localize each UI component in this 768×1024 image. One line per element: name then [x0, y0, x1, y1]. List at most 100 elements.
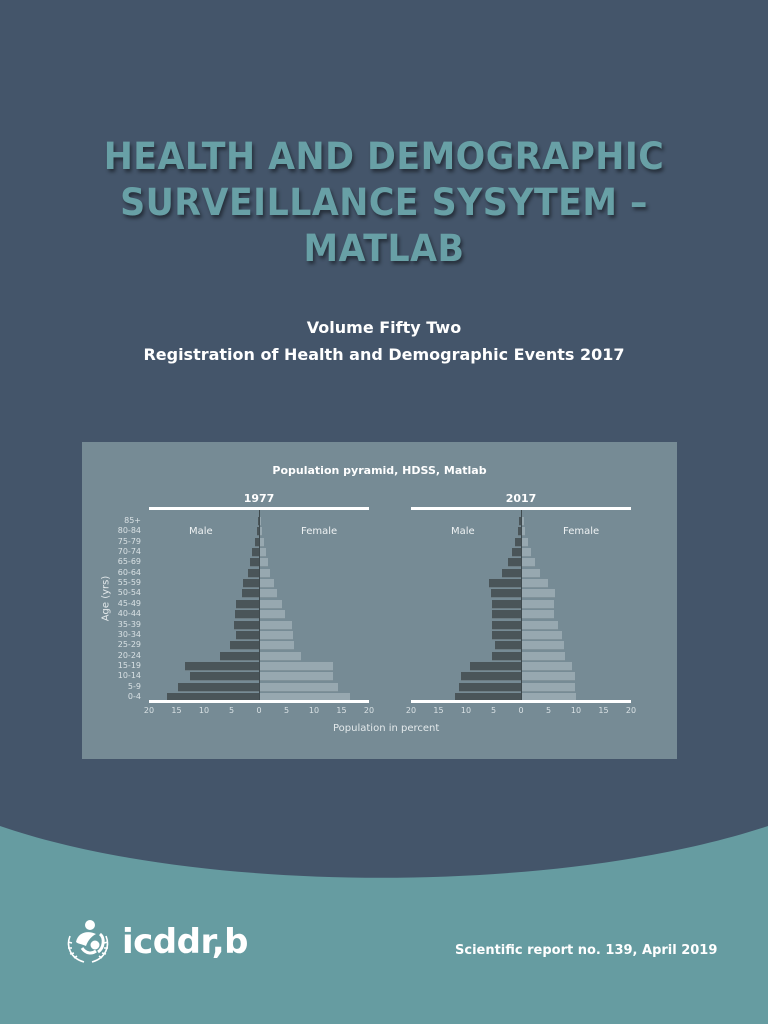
x-tick-label: 10: [308, 706, 320, 715]
x-tick-label: 5: [490, 706, 497, 715]
female-label: Female: [563, 526, 600, 537]
x-tick-label: 20: [143, 706, 155, 715]
female-bar: [522, 599, 554, 609]
x-tick-label: 10: [570, 706, 582, 715]
male-bar: [219, 651, 259, 661]
female-bar: [522, 651, 565, 661]
panel-title-2017: 2017: [505, 492, 537, 505]
female-bar: [522, 589, 555, 599]
female-bar: [522, 517, 524, 526]
female-bar: [522, 630, 563, 640]
x-tick-label: 0: [518, 706, 524, 715]
age-group-label: 10-14: [117, 671, 141, 681]
registration-label: Registration of Health and Demographic E…: [143, 345, 625, 364]
male-bar: [459, 682, 521, 692]
male-bar: [185, 661, 259, 671]
female-bar: [260, 651, 302, 661]
female-bar: [522, 620, 558, 630]
age-group-label: 60-64: [117, 567, 141, 577]
x-tick-label: 10: [460, 706, 472, 715]
x-tick-label: 20: [625, 706, 637, 715]
x-tick-label: 20: [363, 706, 375, 715]
female-bar: [522, 527, 526, 537]
female-bar: [260, 558, 269, 568]
female-bar: [260, 599, 282, 609]
female-label: Female: [301, 526, 338, 537]
male-bar: [492, 599, 521, 609]
x-tick-label: 5: [228, 706, 235, 715]
panel-title-1977: 1977: [243, 492, 275, 505]
female-bar: [260, 548, 267, 558]
female-bar: [260, 527, 262, 537]
y-axis-label: Age (yrs): [100, 575, 112, 622]
center-axis-line: [521, 510, 522, 700]
title-line-1: HEALTH AND DEMOGRAPHIC: [103, 135, 665, 178]
male-bar: [514, 537, 521, 547]
icddrb-emblem-icon: [67, 920, 109, 963]
age-group-label: 5-9: [127, 681, 141, 691]
male-bar: [507, 558, 521, 568]
age-group-label: 15-19: [117, 660, 141, 670]
male-bar: [178, 682, 259, 692]
x-axis-baseline: [411, 700, 631, 703]
x-axis-baseline: [149, 700, 369, 703]
female-bar: [260, 589, 277, 599]
male-bar: [256, 527, 259, 537]
age-group-label: 20-24: [117, 650, 141, 660]
age-group-label: 35-39: [117, 619, 141, 629]
age-group-label: 75-79: [117, 536, 141, 546]
female-bar: [522, 537, 528, 547]
female-bar: [260, 630, 293, 640]
male-bar: [492, 651, 521, 661]
male-bar: [502, 568, 521, 578]
age-group-label: 30-34: [117, 629, 141, 639]
title-line-3: MATLAB: [303, 227, 465, 270]
volume-label: Volume Fifty Two: [306, 318, 462, 337]
male-bar: [517, 527, 521, 537]
male-bar: [235, 630, 259, 640]
logo-wordmark: icddr,b: [122, 922, 249, 962]
report-number-date: Scientific report no. 139, April 2019: [455, 943, 718, 958]
icddrb-logo: icddr,b: [62, 918, 249, 966]
female-bar: [522, 568, 541, 578]
male-bar: [248, 568, 259, 578]
panel-top-rule: [149, 507, 369, 510]
female-bar: [260, 661, 333, 671]
male-bar: [243, 579, 259, 589]
x-tick-label: 5: [283, 706, 290, 715]
male-bar: [230, 641, 259, 651]
male-bar: [189, 672, 259, 682]
chart-title: Population pyramid, HDSS, Matlab: [272, 464, 487, 477]
male-bar: [491, 620, 521, 630]
x-tick-label: 20: [405, 706, 417, 715]
male-bar: [470, 661, 521, 671]
male-bar: [234, 620, 259, 630]
male-bar: [234, 610, 259, 620]
male-bar: [254, 537, 259, 547]
x-tick-label: 0: [256, 706, 262, 715]
age-group-label: 25-29: [117, 640, 141, 650]
male-label: Male: [189, 526, 213, 537]
male-bar: [492, 630, 521, 640]
age-group-label: 0-4: [127, 691, 141, 701]
male-bar: [252, 548, 259, 558]
male-bar: [236, 599, 259, 609]
age-group-label: 40-44: [117, 609, 141, 619]
x-axis-label: Population in percent: [333, 723, 440, 734]
x-tick-label: 15: [336, 706, 347, 715]
male-bar: [250, 558, 259, 568]
age-group-label: 55-59: [117, 578, 141, 588]
female-bar: [522, 548, 531, 558]
title-line-2: SURVEILLANCE SYSYTEM –: [120, 181, 648, 224]
female-bar: [260, 610, 286, 620]
female-bar: [260, 579, 275, 589]
male-bar: [241, 589, 259, 599]
female-bar: [522, 579, 549, 589]
male-bar: [492, 610, 521, 620]
female-bar: [260, 620, 292, 630]
report-subtitle: Volume Fifty Two Registration of Health …: [0, 314, 768, 368]
female-bar: [522, 641, 564, 651]
male-bar: [512, 548, 521, 558]
x-tick-label: 15: [171, 706, 182, 715]
